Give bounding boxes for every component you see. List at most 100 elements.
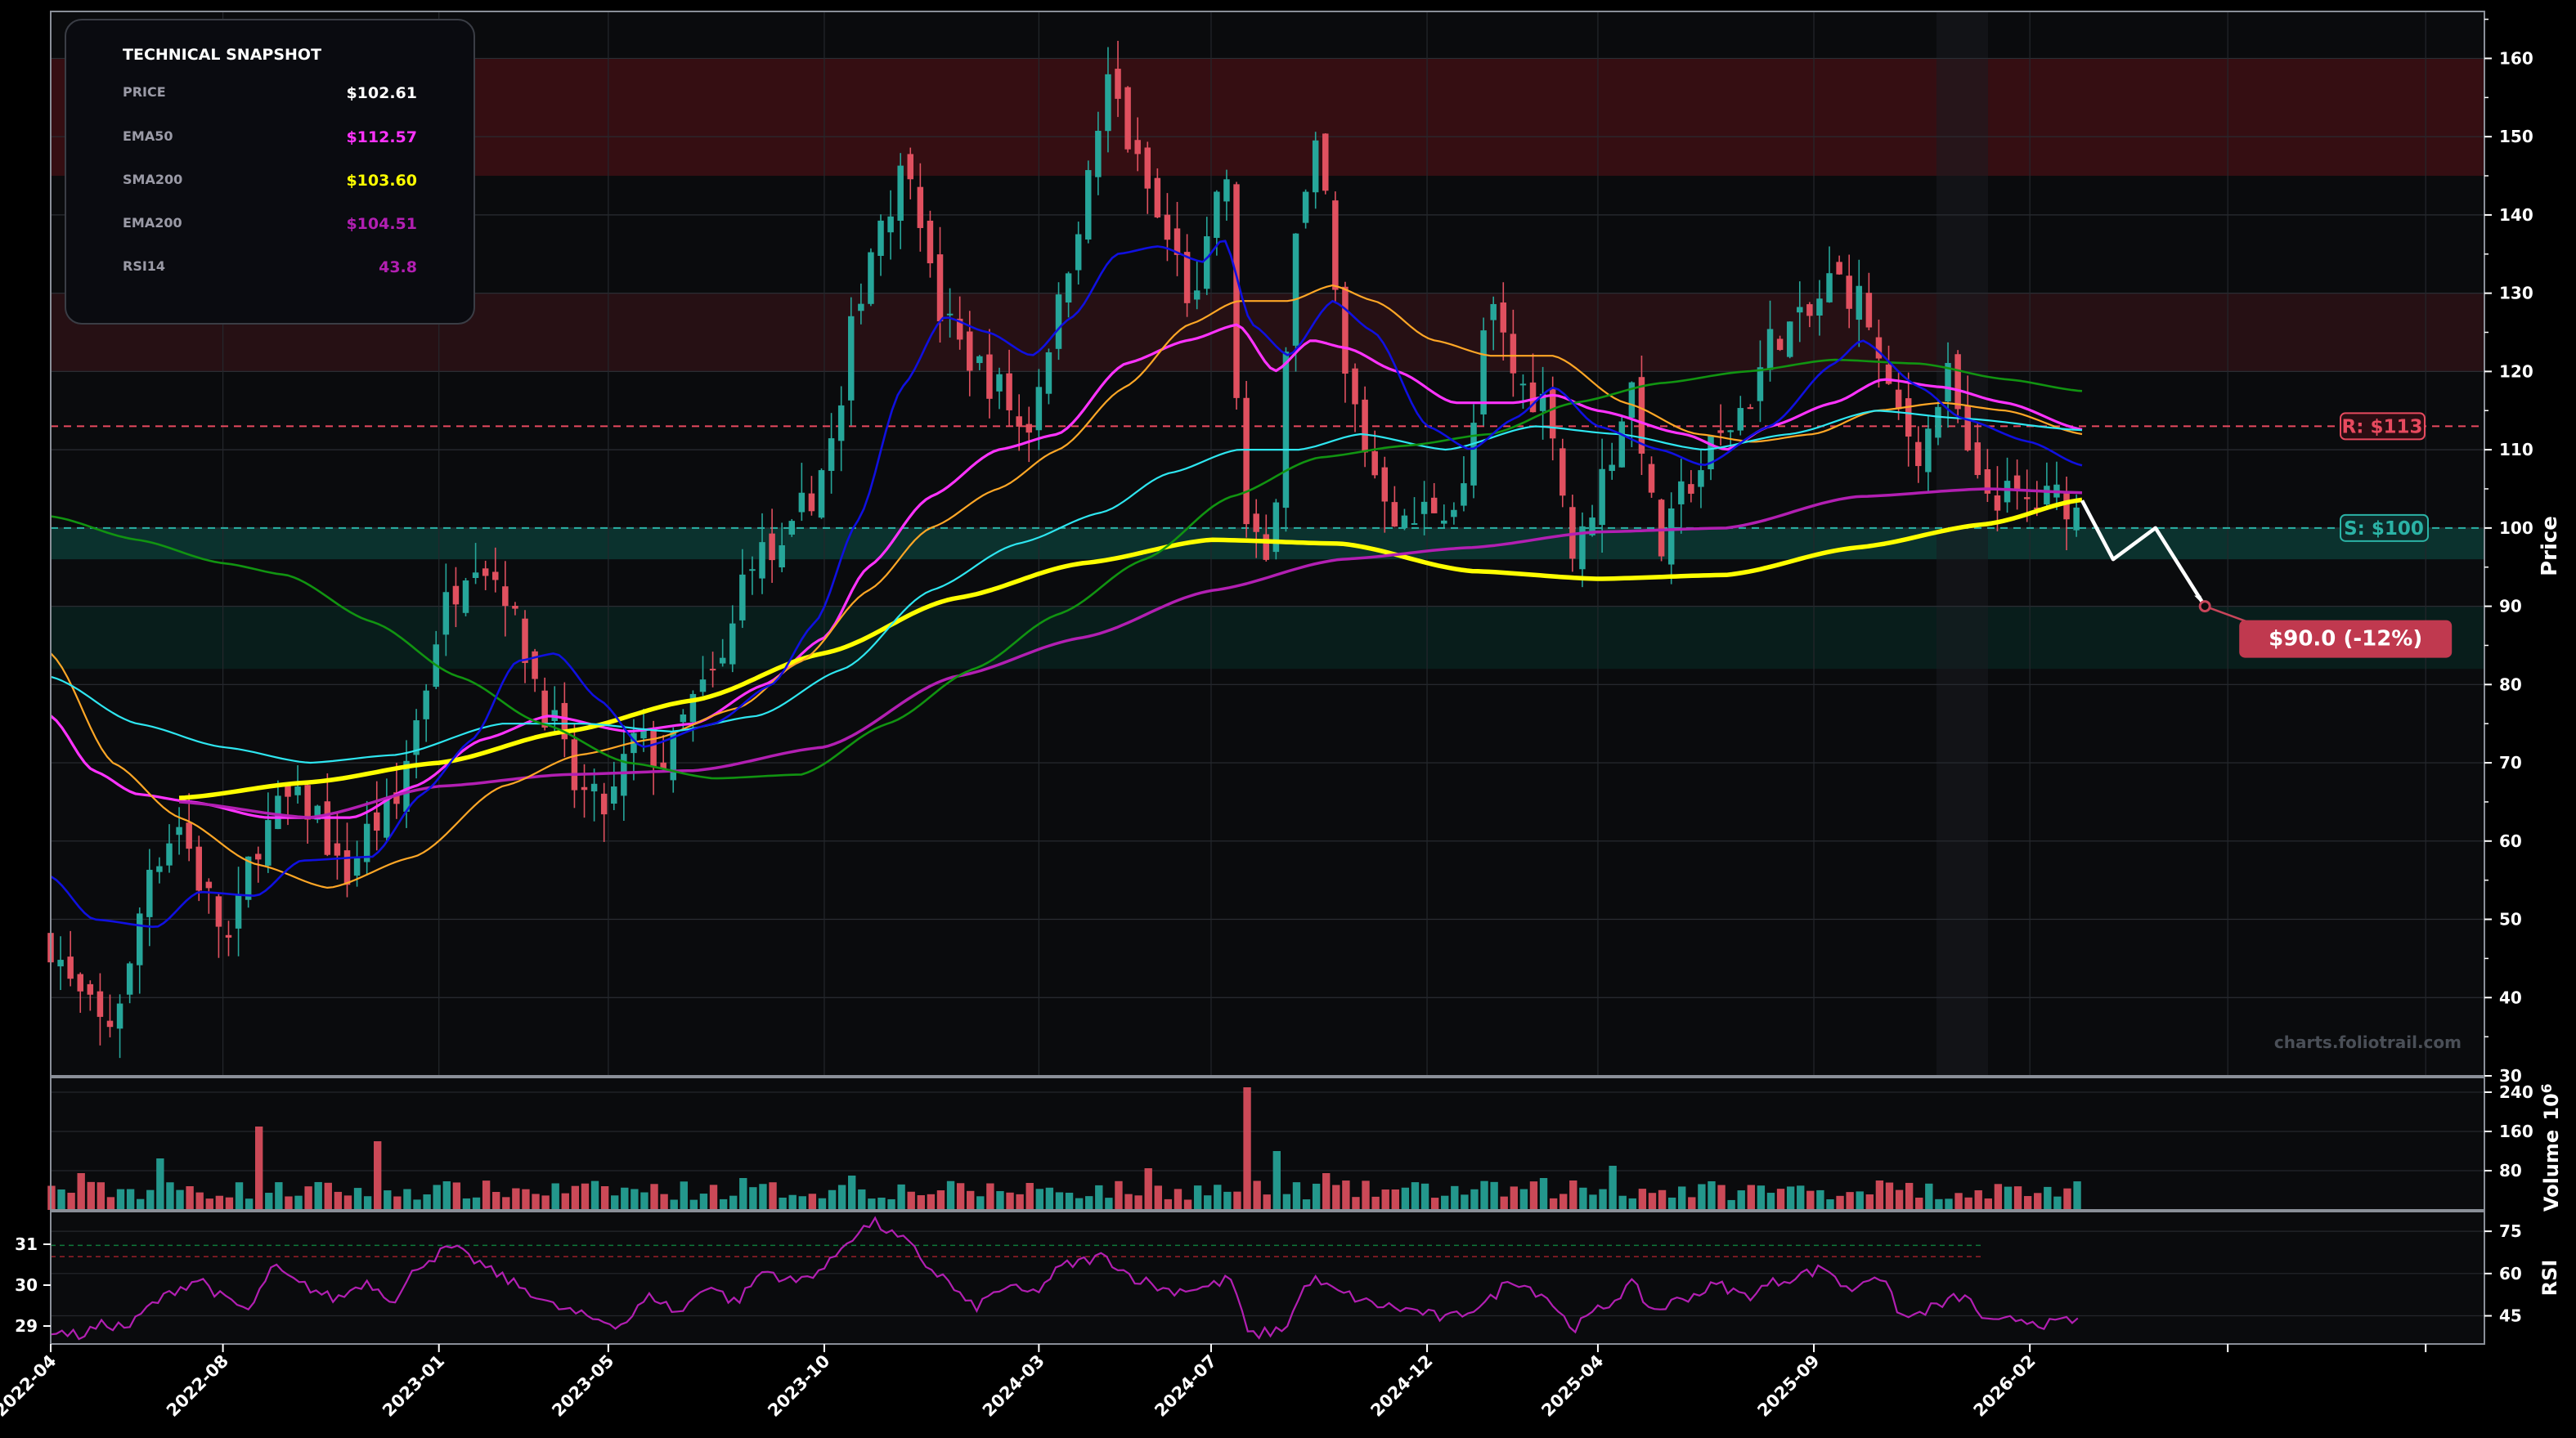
volume-bar-138 bbox=[1411, 1182, 1420, 1210]
candle-body-170 bbox=[1727, 430, 1734, 432]
volume-bar-79 bbox=[828, 1189, 837, 1210]
volume-bar-174 bbox=[1766, 1193, 1775, 1210]
volume-bar-123 bbox=[1263, 1194, 1271, 1210]
volume-bar-17 bbox=[215, 1195, 224, 1210]
snapshot-rsi-value: 43.8 bbox=[379, 258, 417, 276]
volume-bar-166 bbox=[1688, 1197, 1696, 1210]
volume-bar-4 bbox=[87, 1181, 95, 1210]
candle-body-69 bbox=[729, 623, 736, 665]
volume-bar-20 bbox=[245, 1198, 254, 1210]
candle-body-205 bbox=[2073, 507, 2080, 531]
volume-bar-171 bbox=[1737, 1190, 1745, 1210]
candle-body-126 bbox=[1292, 233, 1299, 346]
candle-body-197 bbox=[1994, 495, 2001, 511]
candle-body-108 bbox=[1115, 69, 1121, 99]
candle-body-38 bbox=[423, 690, 429, 719]
volume-bar-54 bbox=[581, 1183, 590, 1210]
candle-body-83 bbox=[868, 252, 874, 304]
volume-bar-72 bbox=[759, 1184, 767, 1210]
support-tag: S: $100 bbox=[2340, 513, 2429, 542]
volume-bar-128 bbox=[1312, 1183, 1321, 1210]
candle-body-21 bbox=[255, 853, 262, 860]
price-zone-support-3 bbox=[51, 606, 2484, 670]
candle-body-34 bbox=[384, 799, 390, 838]
candle-body-152 bbox=[1549, 387, 1556, 439]
candle-body-72 bbox=[759, 542, 765, 579]
candle-body-174 bbox=[1766, 329, 1774, 370]
volume-bar-73 bbox=[769, 1182, 777, 1210]
candle-body-111 bbox=[1144, 147, 1151, 189]
rsi-left-tick-label-31: 31 bbox=[15, 1234, 38, 1254]
volume-bar-117 bbox=[1204, 1195, 1212, 1210]
candle-body-48 bbox=[522, 618, 528, 663]
volume-bar-87 bbox=[907, 1191, 915, 1210]
candle-body-198 bbox=[2004, 481, 2011, 503]
candle-body-82 bbox=[858, 303, 864, 311]
volume-bar-191 bbox=[1935, 1198, 1943, 1210]
volume-bar-102 bbox=[1055, 1192, 1064, 1210]
volume-bar-33 bbox=[374, 1141, 382, 1210]
candle-body-90 bbox=[936, 254, 944, 321]
volume-bar-12 bbox=[166, 1182, 174, 1210]
volume-bar-6 bbox=[106, 1197, 115, 1210]
volume-bar-116 bbox=[1193, 1185, 1202, 1210]
volume-bar-96 bbox=[996, 1190, 1004, 1210]
volume-bar-106 bbox=[1095, 1185, 1103, 1210]
volume-bar-145 bbox=[1480, 1180, 1488, 1210]
price-tick-label-40: 40 bbox=[2499, 988, 2522, 1007]
volume-bar-62 bbox=[660, 1194, 668, 1210]
candle-body-64 bbox=[680, 714, 687, 723]
volume-bar-80 bbox=[837, 1185, 846, 1210]
volume-bar-178 bbox=[1806, 1190, 1815, 1210]
volume-bar-131 bbox=[1342, 1180, 1350, 1210]
volume-bar-136 bbox=[1391, 1189, 1399, 1210]
rsi-line-group bbox=[50, 1216, 2079, 1341]
candle-body-143 bbox=[1461, 483, 1467, 506]
volume-bar-98 bbox=[1016, 1194, 1024, 1210]
volume-bar-9 bbox=[137, 1198, 145, 1210]
candle-body-117 bbox=[1204, 236, 1210, 289]
volume-bar-30 bbox=[343, 1195, 352, 1210]
rsi-tick-label-45: 45 bbox=[2499, 1306, 2522, 1326]
candle-body-136 bbox=[1391, 502, 1398, 527]
volume-bar-140 bbox=[1430, 1198, 1439, 1210]
volume-bar-115 bbox=[1183, 1199, 1192, 1210]
snapshot-rsi-label: RSI14 bbox=[123, 258, 165, 274]
candle-body-8 bbox=[126, 963, 133, 995]
candle-body-195 bbox=[1974, 442, 1981, 476]
candle-body-129 bbox=[1322, 133, 1329, 191]
volume-bar-157 bbox=[1599, 1189, 1607, 1210]
candle-body-27 bbox=[314, 805, 321, 820]
candle-body-201 bbox=[2034, 507, 2040, 509]
volume-bar-112 bbox=[1154, 1185, 1162, 1210]
candle-body-135 bbox=[1381, 467, 1389, 502]
volume-bar-19 bbox=[235, 1182, 244, 1210]
price-tick-label-160: 160 bbox=[2499, 48, 2533, 68]
candle-body-12 bbox=[166, 843, 173, 866]
candle-body-179 bbox=[1816, 298, 1823, 316]
volume-bar-142 bbox=[1451, 1185, 1459, 1210]
volume-bar-195 bbox=[1974, 1189, 1982, 1210]
candle-body-36 bbox=[403, 760, 410, 812]
candle-body-88 bbox=[917, 186, 924, 228]
candle-body-41 bbox=[452, 585, 460, 605]
rsi-panel-frame bbox=[50, 1211, 2485, 1345]
volume-bar-56 bbox=[600, 1185, 609, 1210]
candle-body-139 bbox=[1420, 501, 1428, 514]
candle-body-115 bbox=[1183, 252, 1191, 303]
volume-bar-203 bbox=[2053, 1196, 2062, 1210]
candle-body-5 bbox=[96, 991, 104, 1017]
candle-body-149 bbox=[1519, 383, 1527, 386]
candle-body-180 bbox=[1826, 273, 1833, 302]
forecast-label-text: $90.0 (-12%) bbox=[2269, 627, 2422, 652]
candle-body-113 bbox=[1164, 214, 1171, 240]
volume-bar-35 bbox=[393, 1196, 402, 1210]
volume-bar-67 bbox=[709, 1185, 718, 1210]
volume-bar-78 bbox=[818, 1198, 827, 1210]
volume-bar-42 bbox=[462, 1198, 471, 1210]
candle-body-91 bbox=[946, 313, 954, 316]
snapshot-ema50-label: EMA50 bbox=[123, 128, 173, 144]
price-tick-label-70: 70 bbox=[2499, 753, 2522, 773]
candle-body-121 bbox=[1243, 397, 1250, 525]
candle-body-31 bbox=[353, 858, 361, 876]
